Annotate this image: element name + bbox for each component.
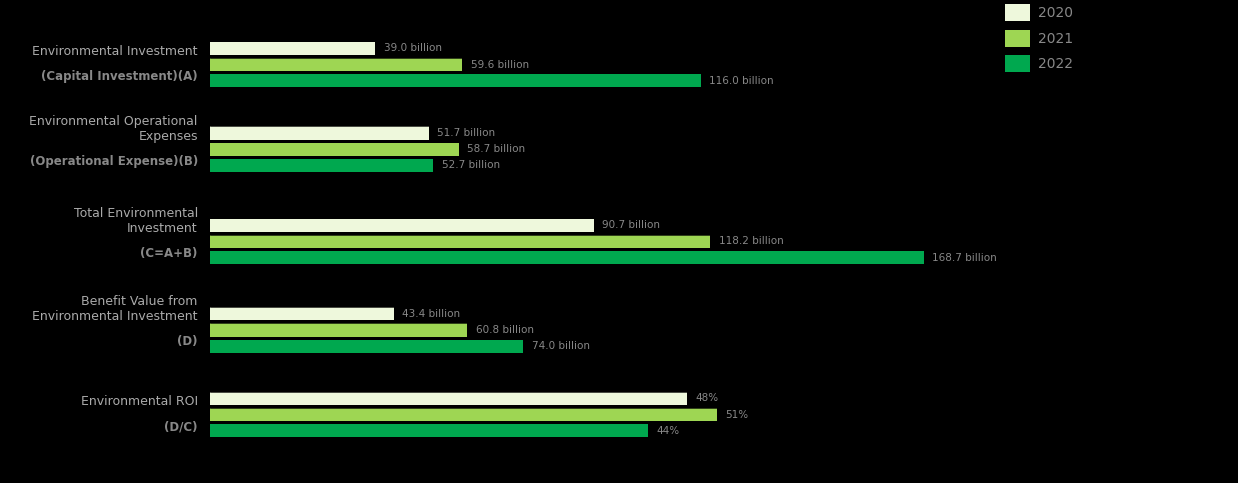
Text: Environmental ROI: Environmental ROI <box>80 395 198 408</box>
Text: 43.4 billion: 43.4 billion <box>402 309 461 319</box>
Bar <box>210 142 458 156</box>
Bar <box>210 324 468 337</box>
Text: (Operational Expense)(B): (Operational Expense)(B) <box>30 155 198 168</box>
Text: 116.0 billion: 116.0 billion <box>709 76 774 85</box>
Bar <box>210 219 594 232</box>
Text: 58.7 billion: 58.7 billion <box>467 144 525 154</box>
Text: 44%: 44% <box>656 426 680 436</box>
Text: 59.6 billion: 59.6 billion <box>470 59 529 70</box>
Text: Environmental Investment: Environmental Investment <box>32 45 198 58</box>
Bar <box>210 235 711 248</box>
Text: (Capital Investment)(A): (Capital Investment)(A) <box>41 70 198 83</box>
Text: 60.8 billion: 60.8 billion <box>475 325 534 335</box>
Text: 51%: 51% <box>725 410 749 420</box>
Legend: 2020, 2021, 2022: 2020, 2021, 2022 <box>999 0 1078 77</box>
Text: 74.0 billion: 74.0 billion <box>532 341 589 351</box>
Text: 48%: 48% <box>696 394 719 403</box>
Text: (C=A+B): (C=A+B) <box>140 247 198 260</box>
Text: 39.0 billion: 39.0 billion <box>384 43 442 53</box>
Bar <box>210 424 647 438</box>
Bar <box>210 127 430 140</box>
Bar <box>210 307 394 320</box>
Text: Total Environmental
Investment: Total Environmental Investment <box>73 207 198 235</box>
Bar <box>210 74 701 87</box>
Text: (D): (D) <box>177 335 198 348</box>
Text: (D/C): (D/C) <box>165 420 198 433</box>
Text: Environmental Operational
Expenses: Environmental Operational Expenses <box>30 114 198 142</box>
Bar <box>210 58 463 71</box>
Bar <box>210 159 433 172</box>
Bar <box>210 408 717 421</box>
Bar <box>210 340 524 353</box>
Text: 90.7 billion: 90.7 billion <box>603 220 660 230</box>
Text: 168.7 billion: 168.7 billion <box>932 253 997 263</box>
Text: Benefit Value from
Environmental Investment: Benefit Value from Environmental Investm… <box>32 296 198 324</box>
Text: 52.7 billion: 52.7 billion <box>442 160 500 170</box>
Bar <box>210 392 687 405</box>
Bar <box>210 42 375 55</box>
Text: 118.2 billion: 118.2 billion <box>718 237 784 246</box>
Bar <box>210 251 924 264</box>
Text: 51.7 billion: 51.7 billion <box>437 128 495 138</box>
